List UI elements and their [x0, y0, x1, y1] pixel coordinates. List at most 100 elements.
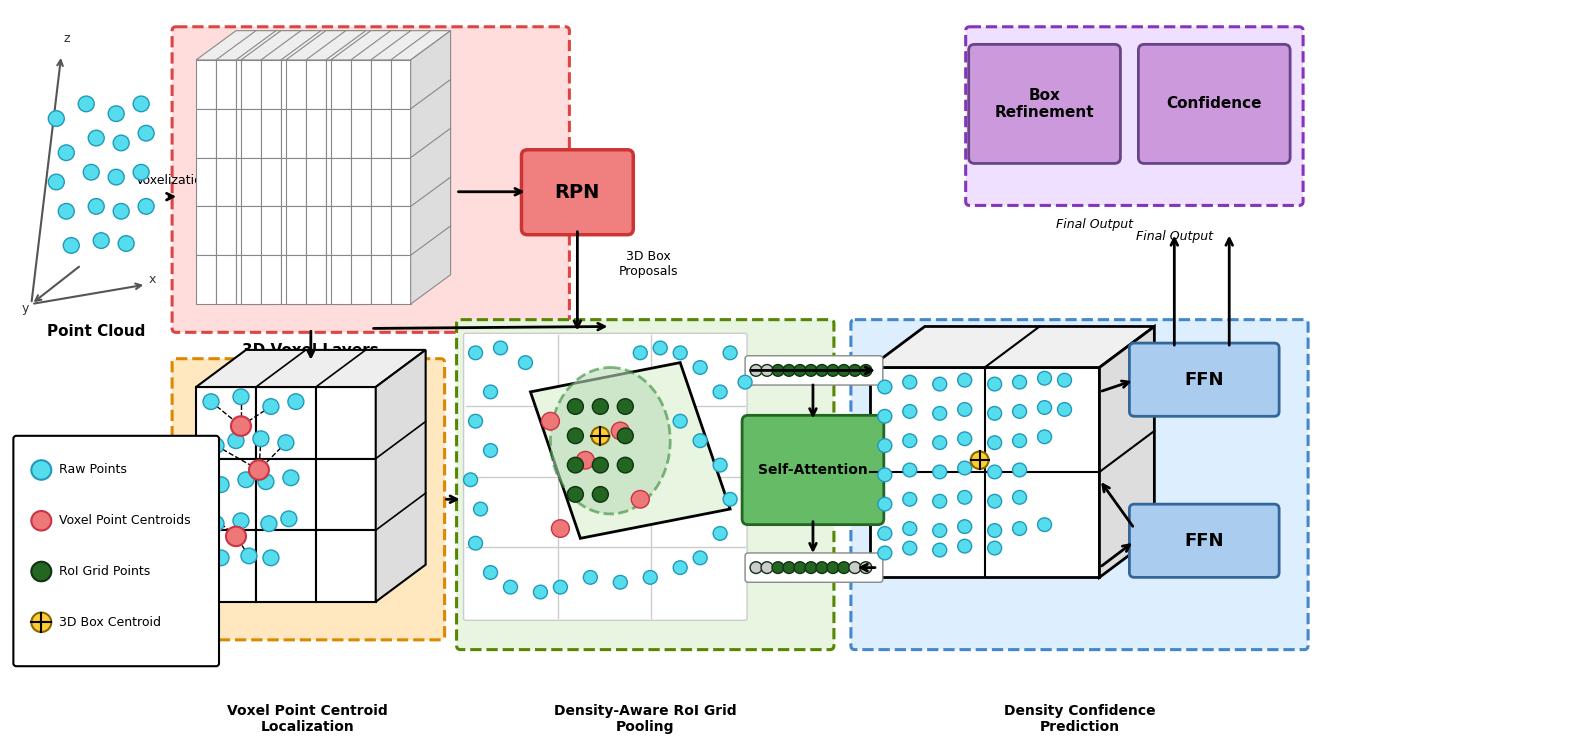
- Circle shape: [1013, 463, 1027, 477]
- Polygon shape: [325, 255, 346, 304]
- Polygon shape: [321, 30, 360, 304]
- Polygon shape: [286, 158, 307, 206]
- Polygon shape: [216, 60, 235, 109]
- Polygon shape: [256, 459, 316, 530]
- Polygon shape: [235, 255, 256, 304]
- Polygon shape: [346, 255, 365, 304]
- Circle shape: [239, 472, 254, 488]
- Circle shape: [988, 436, 1002, 449]
- Circle shape: [957, 539, 972, 553]
- Polygon shape: [261, 60, 281, 109]
- Circle shape: [738, 375, 752, 389]
- Text: x: x: [149, 272, 156, 286]
- Circle shape: [878, 546, 891, 559]
- Polygon shape: [330, 109, 351, 158]
- Polygon shape: [256, 206, 276, 255]
- Circle shape: [902, 434, 916, 448]
- Polygon shape: [351, 206, 371, 255]
- Circle shape: [84, 164, 100, 180]
- Polygon shape: [307, 206, 325, 255]
- Polygon shape: [196, 530, 256, 602]
- FancyBboxPatch shape: [743, 415, 883, 525]
- Polygon shape: [196, 350, 425, 387]
- Polygon shape: [351, 60, 371, 109]
- Circle shape: [226, 527, 246, 546]
- Polygon shape: [276, 30, 316, 304]
- Polygon shape: [1100, 326, 1155, 577]
- Polygon shape: [235, 206, 256, 255]
- Circle shape: [107, 169, 125, 185]
- Circle shape: [32, 562, 51, 582]
- Polygon shape: [351, 158, 371, 206]
- Polygon shape: [346, 158, 365, 206]
- Circle shape: [592, 487, 608, 502]
- Circle shape: [49, 174, 65, 189]
- Circle shape: [258, 474, 273, 490]
- Circle shape: [209, 516, 224, 531]
- Text: Self-Attention: Self-Attention: [758, 463, 867, 477]
- Circle shape: [932, 377, 946, 391]
- Polygon shape: [216, 109, 235, 158]
- Polygon shape: [256, 255, 276, 304]
- Circle shape: [483, 443, 498, 457]
- Polygon shape: [390, 206, 411, 255]
- FancyBboxPatch shape: [172, 359, 444, 640]
- Circle shape: [231, 417, 251, 436]
- Polygon shape: [196, 255, 216, 304]
- Circle shape: [567, 428, 583, 443]
- Circle shape: [232, 513, 250, 528]
- Text: Final Output: Final Output: [1055, 218, 1133, 231]
- Polygon shape: [300, 109, 321, 158]
- Circle shape: [114, 135, 130, 151]
- Circle shape: [804, 365, 817, 376]
- Circle shape: [49, 111, 65, 127]
- Polygon shape: [242, 109, 261, 158]
- Circle shape: [58, 204, 74, 219]
- Circle shape: [815, 562, 828, 574]
- Text: 3D Voxel Layers: 3D Voxel Layers: [242, 343, 379, 358]
- Circle shape: [804, 562, 817, 574]
- Polygon shape: [316, 387, 376, 459]
- Circle shape: [988, 465, 1002, 479]
- Polygon shape: [300, 158, 321, 206]
- Circle shape: [694, 551, 708, 565]
- Circle shape: [1013, 434, 1027, 448]
- Polygon shape: [371, 60, 390, 109]
- Circle shape: [848, 365, 861, 376]
- Circle shape: [957, 432, 972, 445]
- Circle shape: [826, 562, 839, 574]
- Circle shape: [762, 562, 773, 574]
- FancyBboxPatch shape: [969, 44, 1120, 164]
- Circle shape: [1038, 518, 1052, 531]
- Circle shape: [591, 427, 610, 445]
- Circle shape: [469, 536, 482, 550]
- Text: z: z: [63, 33, 70, 45]
- Polygon shape: [216, 206, 235, 255]
- FancyBboxPatch shape: [13, 436, 220, 666]
- Polygon shape: [281, 109, 300, 158]
- Text: RPN: RPN: [555, 184, 600, 202]
- Circle shape: [826, 365, 839, 376]
- Circle shape: [713, 527, 727, 540]
- Circle shape: [750, 562, 762, 574]
- FancyBboxPatch shape: [965, 27, 1304, 206]
- Circle shape: [567, 399, 583, 414]
- Circle shape: [618, 428, 634, 443]
- Polygon shape: [307, 60, 325, 109]
- Circle shape: [133, 164, 149, 180]
- Polygon shape: [346, 60, 365, 109]
- Circle shape: [988, 377, 1002, 391]
- Polygon shape: [330, 255, 351, 304]
- Circle shape: [902, 541, 916, 555]
- Polygon shape: [261, 206, 281, 255]
- Circle shape: [107, 106, 125, 121]
- Polygon shape: [256, 158, 276, 206]
- Circle shape: [878, 409, 891, 423]
- Circle shape: [1013, 375, 1027, 389]
- Polygon shape: [216, 158, 235, 206]
- Circle shape: [694, 434, 708, 448]
- Polygon shape: [196, 158, 216, 206]
- Circle shape: [583, 571, 597, 584]
- FancyBboxPatch shape: [1138, 44, 1291, 164]
- Polygon shape: [390, 158, 411, 206]
